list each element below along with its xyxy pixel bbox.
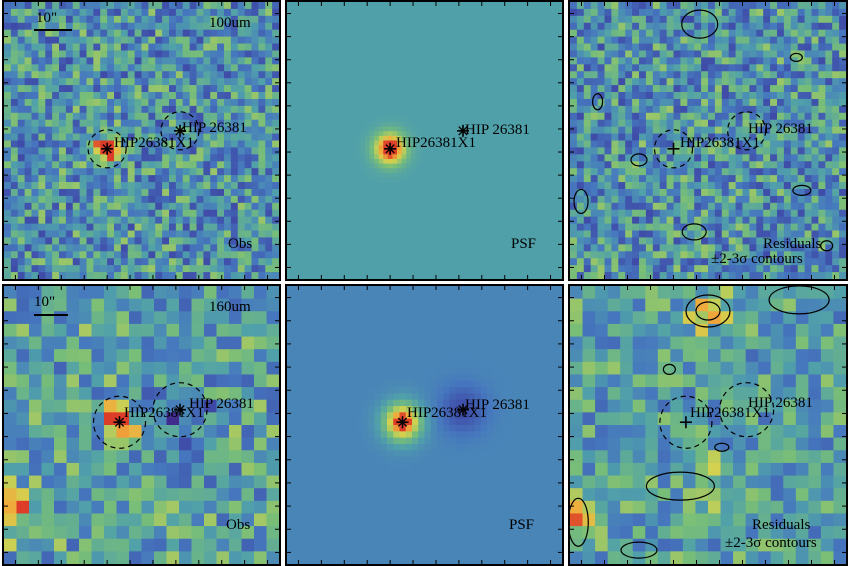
aperture-circle (152, 382, 208, 438)
cross-marker (679, 416, 692, 429)
star-marker (384, 142, 397, 155)
contour (620, 541, 658, 559)
contour (792, 184, 812, 196)
star-marker (113, 416, 126, 429)
corner-label: Obs (228, 236, 253, 252)
map-160um-res (570, 286, 846, 564)
scale-bar (34, 314, 68, 316)
contour (820, 240, 834, 252)
axis-ticks (4, 286, 279, 564)
source-label-secondary: HIP26381X1 (124, 405, 205, 421)
scale-label: 10" (34, 294, 56, 310)
map-160um-psf (287, 286, 562, 564)
map-100um-res (570, 2, 846, 279)
star-marker (174, 124, 186, 137)
star-marker (101, 142, 114, 155)
contour (685, 294, 731, 328)
band-label: 100um (209, 15, 251, 31)
source-label-primary: HIP 26381 (748, 395, 813, 411)
map-100um-obs (4, 2, 279, 279)
contour (789, 52, 803, 63)
corner-label: Residuals (763, 236, 822, 252)
contour (681, 9, 719, 39)
axis-ticks (287, 286, 562, 564)
axis-ticks (570, 2, 846, 279)
panel-100um-res: HIP26381X1 HIP 26381 Residuals ±2-3σ con… (568, 0, 848, 281)
corner-label: Obs (226, 517, 251, 533)
source-label-primary: HIP 26381 (748, 121, 813, 137)
aperture-circle (727, 111, 767, 151)
source-label-primary: HIP 26381 (182, 120, 247, 136)
aperture-circle (653, 129, 694, 169)
panel-160um-obs: 10" 160um HIP26381X1 HIP 26381 Obs (2, 284, 281, 566)
contour (681, 223, 707, 241)
source-label-primary: HIP 26381 (465, 122, 530, 138)
corner-label: Residuals (752, 517, 811, 533)
axis-ticks (287, 2, 562, 279)
corner-label: PSF (511, 236, 537, 252)
axis-ticks (4, 2, 279, 279)
contour (630, 153, 648, 167)
star-marker (457, 124, 469, 137)
contour (695, 301, 721, 321)
panel-160um-res: HIP26381X1 HIP 26381 Residuals ±2-3σ con… (568, 284, 848, 566)
scale-label: 10" (36, 10, 58, 26)
axis-ticks (570, 286, 846, 564)
source-label-secondary: HIP26381X1 (690, 405, 771, 421)
contour (768, 286, 830, 315)
panel-100um-obs: 10" 100um HIP26381X1 HIP 26381 Obs (2, 0, 281, 281)
contour (570, 497, 589, 547)
source-label-secondary: HIP26381X1 (396, 135, 477, 151)
panel-100um-psf: HIP26381X1 HIP 26381 PSF (285, 0, 564, 281)
pixel-grid (4, 286, 279, 564)
source-label-primary: HIP 26381 (189, 396, 254, 412)
aperture-circle (719, 382, 775, 438)
map-160um-obs (4, 286, 279, 564)
pixel-grid (287, 286, 562, 564)
scale-bar (34, 29, 72, 31)
aperture-circle (87, 129, 127, 169)
aperture-circle (160, 111, 200, 151)
source-label-secondary: HIP26381X1 (680, 135, 761, 151)
aperture-circle (92, 395, 147, 449)
contour (592, 93, 604, 111)
contour (662, 363, 676, 376)
pixel-grid (570, 2, 846, 279)
star-marker (396, 416, 409, 429)
source-label-primary: HIP 26381 (465, 397, 530, 413)
pixel-grid (4, 2, 279, 279)
aperture-circle (659, 395, 713, 449)
source-label-secondary: HIP26381X1 (114, 135, 195, 151)
map-100um-psf (287, 2, 562, 279)
corner-label-2: ±2-3σ contours (711, 251, 803, 267)
star-marker (457, 403, 469, 416)
pixel-grid (570, 286, 846, 564)
source-label-secondary: HIP26381X1 (407, 405, 488, 421)
corner-label: PSF (509, 517, 535, 533)
star-marker (174, 403, 186, 416)
pixel-grid (287, 2, 562, 279)
contour (645, 471, 716, 501)
contour (573, 188, 589, 215)
panel-160um-psf: HIP26381X1 HIP 26381 PSF (285, 284, 564, 566)
band-label: 160um (209, 299, 251, 315)
contour (714, 442, 730, 452)
corner-label-2: ±2-3σ contours (725, 535, 817, 551)
cross-marker (667, 142, 680, 155)
